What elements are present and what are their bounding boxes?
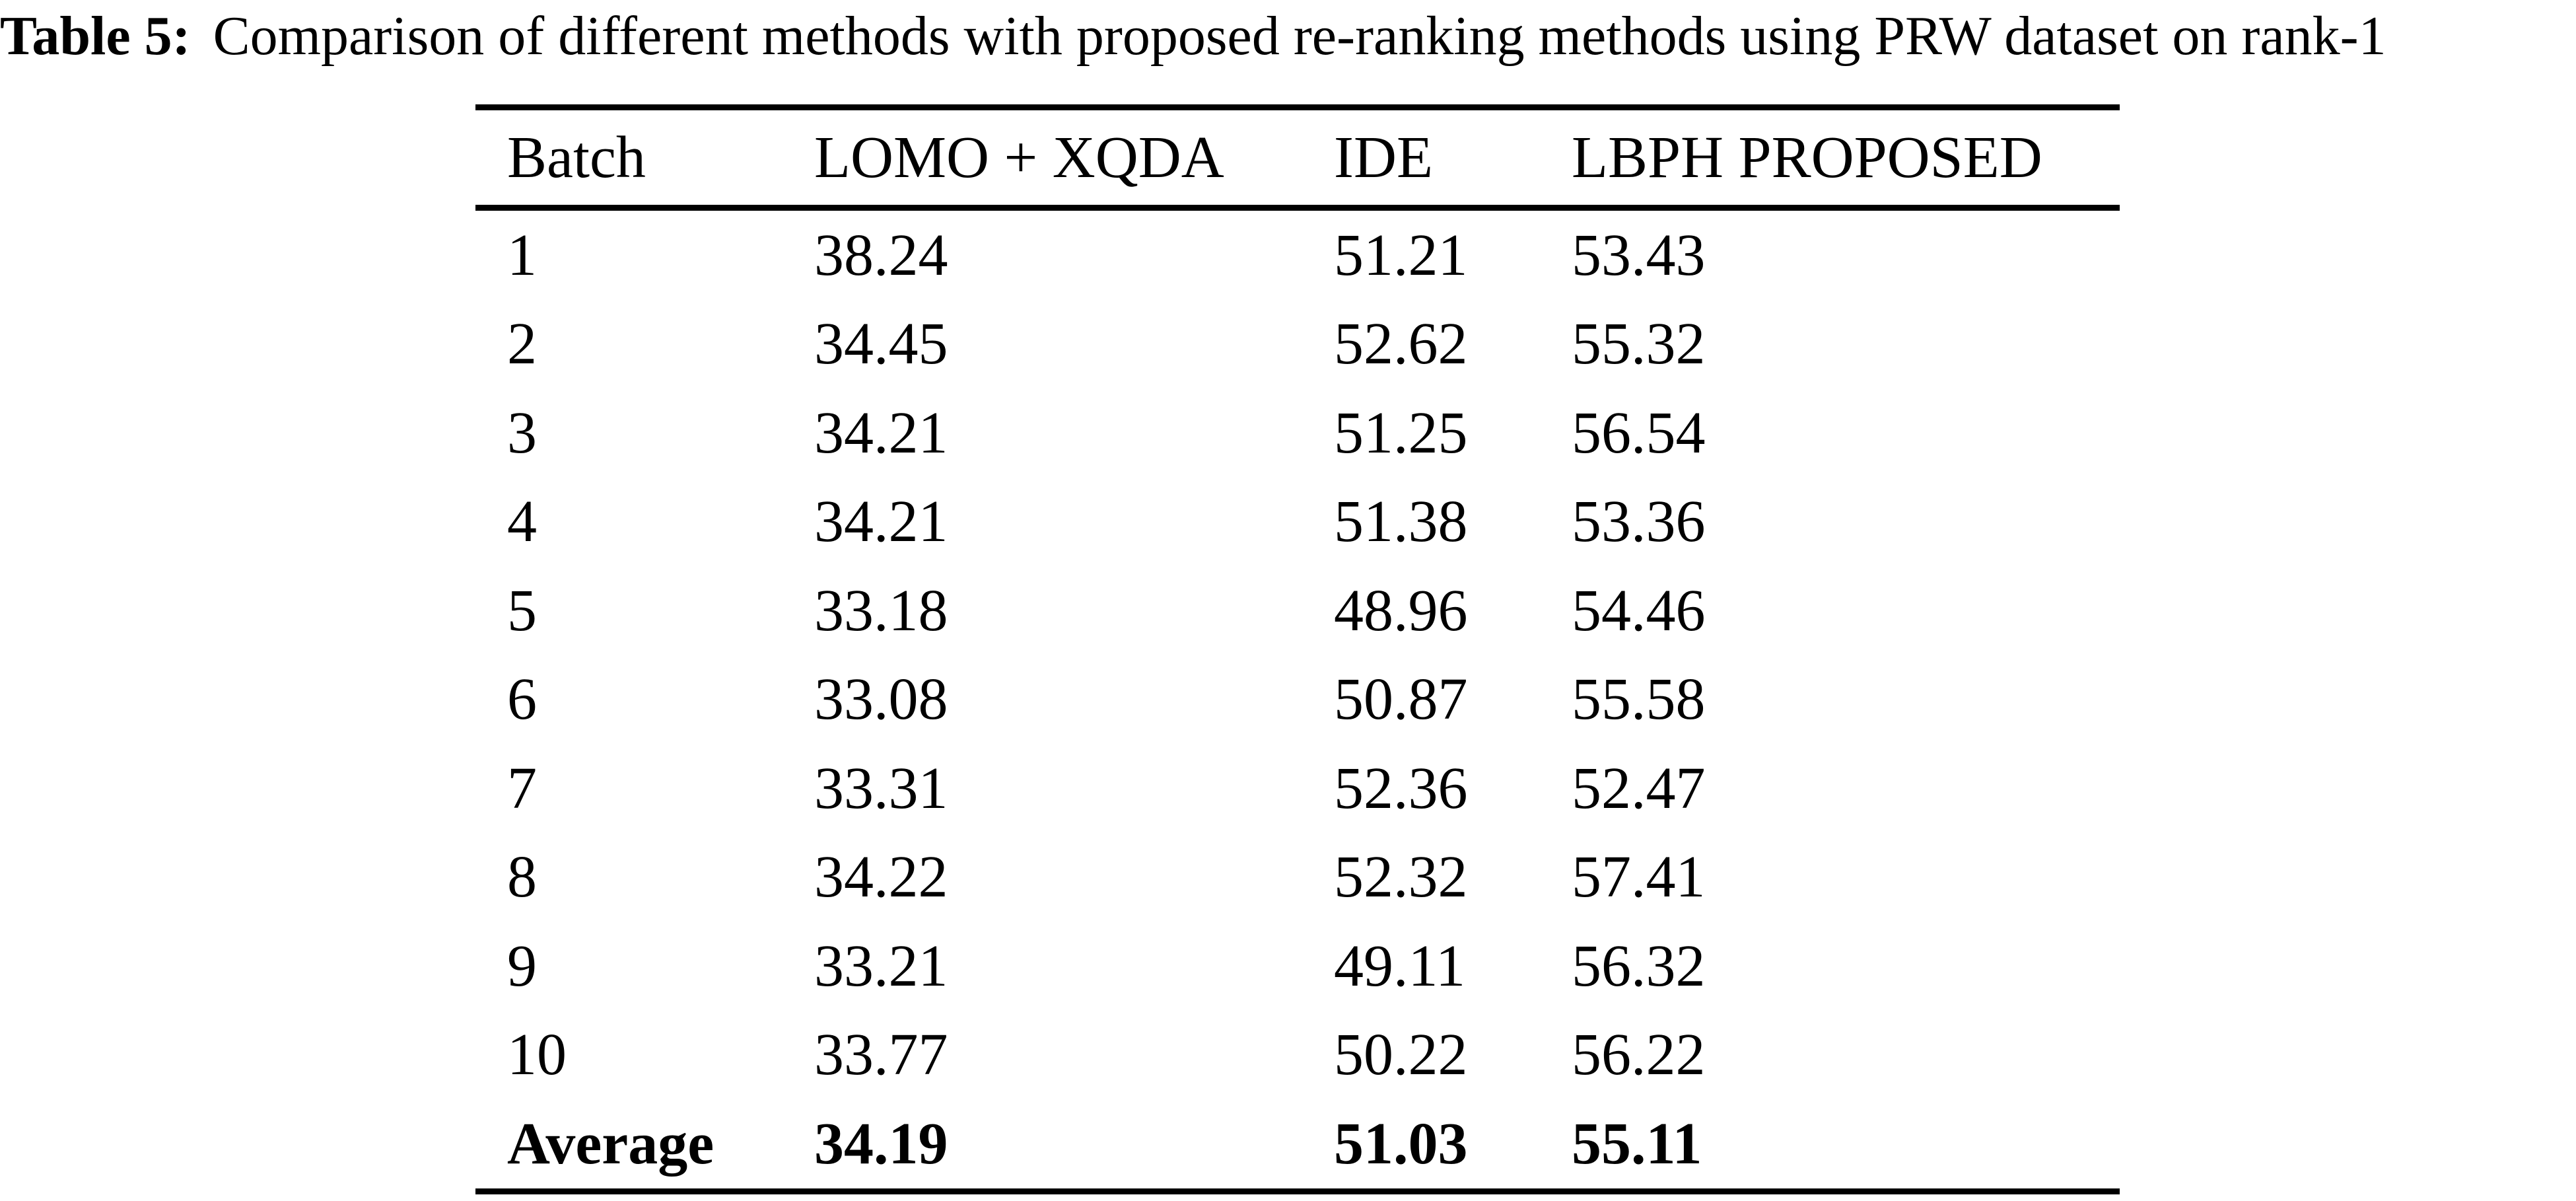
table-row: 10 33.77 50.22 56.22	[475, 1011, 2120, 1100]
lomo-xqda-cell: 38.24	[814, 222, 948, 288]
lbph-proposed-cell: 57.41	[1572, 844, 1706, 910]
lomo-xqda-cell: 33.77	[814, 1022, 948, 1088]
lbph-proposed-cell: 55.11	[1572, 1110, 1702, 1177]
lbph-proposed-cell: 52.47	[1572, 755, 1706, 821]
lomo-xqda-cell: 34.19	[814, 1110, 948, 1177]
table-caption-label: Table 5:	[0, 5, 191, 67]
table-row: 6 33.08 50.87 55.58	[475, 655, 2120, 745]
table-row: 8 34.22 52.32 57.41	[475, 833, 2120, 922]
lbph-proposed-cell: 56.54	[1572, 400, 1706, 466]
lomo-xqda-cell: 33.08	[814, 667, 948, 733]
lbph-proposed-cell: 56.32	[1572, 933, 1706, 999]
batch-cell: 2	[507, 311, 537, 377]
results-table: Batch LOMO + XQDA IDE LBPH PROPOSED 1 38…	[475, 104, 2120, 1194]
table-row: 7 33.31 52.36 52.47	[475, 744, 2120, 833]
batch-cell: 4	[507, 489, 537, 555]
column-header-lomo-xqda: LOMO + XQDA	[814, 125, 1224, 190]
batch-cell: 10	[507, 1022, 567, 1088]
batch-cell: 9	[507, 933, 537, 999]
column-header-batch: Batch	[507, 125, 646, 190]
batch-cell: 6	[507, 667, 537, 733]
batch-cell: 7	[507, 755, 537, 821]
lomo-xqda-cell: 34.45	[814, 311, 948, 377]
table-caption: Table 5: Comparison of different methods …	[0, 0, 2576, 73]
lomo-xqda-cell: 34.22	[814, 844, 948, 910]
lomo-xqda-cell: 33.18	[814, 577, 948, 643]
table-header-row: Batch LOMO + XQDA IDE LBPH PROPOSED	[475, 110, 2120, 211]
table-row: 5 33.18 48.96 54.46	[475, 566, 2120, 655]
lomo-xqda-cell: 34.21	[814, 400, 948, 466]
batch-cell: Average	[507, 1110, 714, 1177]
table-row: 3 34.21 51.25 56.54	[475, 388, 2120, 478]
ide-cell: 49.11	[1334, 933, 1466, 999]
lomo-xqda-cell: 33.31	[814, 755, 948, 821]
lbph-proposed-cell: 53.36	[1572, 489, 1706, 555]
batch-cell: 3	[507, 400, 537, 466]
ide-cell: 52.32	[1334, 844, 1468, 910]
table-row: 4 34.21 51.38 53.36	[475, 478, 2120, 567]
lbph-proposed-cell: 55.58	[1572, 667, 1706, 733]
table-row-average: Average 34.19 51.03 55.11	[475, 1099, 2120, 1188]
lomo-xqda-cell: 33.21	[814, 933, 948, 999]
lbph-proposed-cell: 54.46	[1572, 577, 1706, 643]
table-row: 9 33.21 49.11 56.32	[475, 922, 2120, 1011]
ide-cell: 51.38	[1334, 489, 1468, 555]
ide-cell: 51.03	[1334, 1110, 1468, 1177]
table-row: 2 34.45 52.62 55.32	[475, 300, 2120, 389]
ide-cell: 51.25	[1334, 400, 1468, 466]
ide-cell: 51.21	[1334, 222, 1468, 288]
table-caption-text: Comparison of different methods with pro…	[213, 5, 2386, 67]
ide-cell: 50.22	[1334, 1022, 1468, 1088]
batch-cell: 8	[507, 844, 537, 910]
batch-cell: 1	[507, 222, 537, 288]
lbph-proposed-cell: 55.32	[1572, 311, 1706, 377]
ide-cell: 52.62	[1334, 311, 1468, 377]
ide-cell: 52.36	[1334, 755, 1468, 821]
ide-cell: 48.96	[1334, 577, 1468, 643]
column-header-lbph-proposed: LBPH PROPOSED	[1572, 125, 2042, 190]
column-header-ide: IDE	[1334, 125, 1433, 190]
lbph-proposed-cell: 53.43	[1572, 222, 1706, 288]
ide-cell: 50.87	[1334, 667, 1468, 733]
table-row: 1 38.24 51.21 53.43	[475, 211, 2120, 300]
lomo-xqda-cell: 34.21	[814, 489, 948, 555]
lbph-proposed-cell: 56.22	[1572, 1022, 1706, 1088]
batch-cell: 5	[507, 577, 537, 643]
